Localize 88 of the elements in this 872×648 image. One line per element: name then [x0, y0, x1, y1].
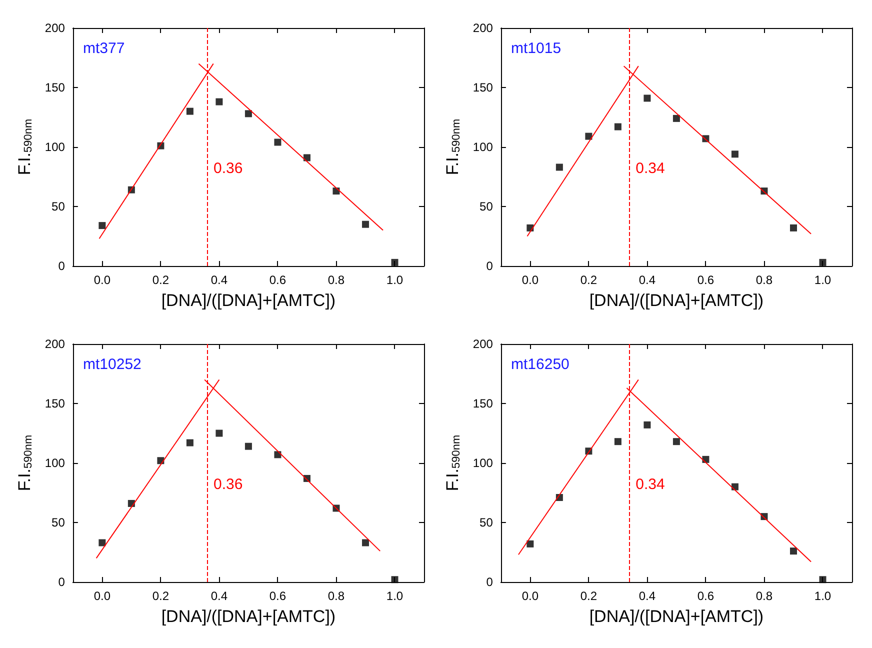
x-tick-label: 0.2 [580, 589, 598, 603]
point [391, 258, 398, 266]
point [216, 98, 223, 106]
point [614, 438, 622, 446]
y-tick-label: 50 [480, 200, 494, 214]
point [244, 442, 252, 450]
text: mt10252 [83, 356, 142, 373]
x-tick-label: 1.0 [386, 589, 404, 603]
x-tick-label: 0.4 [210, 273, 228, 287]
x-axis-title: [DNA]/([DNA]+[AMTC]) [589, 607, 764, 626]
y-tick-label: 0 [58, 575, 66, 589]
x-tick-label: 1.0 [386, 273, 404, 287]
point [790, 224, 797, 232]
y-tick-label: 200 [472, 21, 494, 35]
x-tick-label: 0.8 [328, 589, 345, 603]
point [790, 548, 797, 555]
x-tick-label: 0.4 [638, 589, 656, 603]
y-axis-title: F.I.590nm [15, 118, 34, 176]
point [819, 258, 826, 266]
point [585, 132, 592, 140]
x-tick-label: 0.4 [210, 589, 228, 603]
x-tick-label: 0.2 [152, 273, 170, 287]
y-tick-label: 150 [472, 396, 494, 410]
y-tick-label: 100 [44, 140, 66, 154]
y-tick-label: 150 [472, 80, 494, 94]
x-tick-label: 0.4 [638, 273, 656, 287]
text: mt377 [83, 40, 125, 57]
ref-line-label: 0.36 [214, 160, 243, 177]
y-tick-label: 100 [44, 456, 66, 470]
point [644, 94, 651, 102]
y-tick-label: 200 [44, 337, 66, 351]
y-tick-label: 0 [486, 259, 494, 273]
point [556, 164, 563, 171]
point [186, 108, 194, 115]
y-tick-label: 100 [472, 456, 494, 470]
x-tick-label: 0.8 [756, 273, 773, 287]
text: mt16250 [511, 356, 570, 373]
point [644, 421, 651, 428]
x-tick-label: 1.0 [814, 589, 832, 603]
x-tick-label: 0.0 [522, 589, 539, 603]
x-tick-label: 0.0 [522, 273, 539, 287]
ref-line-label: 0.34 [636, 476, 665, 493]
point [216, 430, 223, 437]
x-axis-title: [DNA]/([DNA]+[AMTC]) [161, 291, 336, 310]
y-tick-label: 50 [52, 516, 66, 530]
x-tick-label: 0.2 [152, 589, 170, 603]
x-axis-title: [DNA]/([DNA]+[AMTC]) [161, 607, 336, 626]
point [186, 439, 194, 446]
point [672, 114, 680, 122]
point [303, 154, 310, 162]
x-tick-label: 0.6 [269, 589, 286, 603]
point [526, 540, 534, 548]
point [98, 222, 106, 230]
y-tick-label: 200 [44, 21, 66, 35]
y-tick-label: 0 [486, 575, 494, 589]
y-axis-title: F.I.590nm [443, 434, 462, 492]
x-tick-label: 0.8 [328, 273, 345, 287]
point [362, 539, 369, 546]
point [274, 138, 282, 146]
y-axis-title: F.I.590nm [443, 118, 462, 176]
y-tick-label: 50 [480, 516, 494, 530]
y-tick-label: 100 [472, 140, 494, 154]
point [391, 576, 398, 584]
point [98, 539, 106, 546]
x-tick-label: 0.8 [756, 589, 773, 603]
point [819, 576, 826, 584]
ref-line-label: 0.34 [636, 160, 665, 177]
point [244, 110, 252, 118]
x-axis-title: [DNA]/([DNA]+[AMTC]) [589, 291, 764, 310]
x-tick-label: 0.0 [94, 589, 111, 603]
y-tick-label: 150 [44, 80, 66, 94]
text: mt1015 [511, 40, 562, 57]
y-axis-title: F.I.590nm [15, 434, 34, 492]
ref-line-label: 0.36 [214, 476, 243, 493]
x-tick-label: 0.6 [269, 273, 286, 287]
point [731, 150, 738, 158]
y-tick-label: 50 [52, 200, 66, 214]
point [672, 438, 680, 446]
y-tick-label: 200 [472, 337, 494, 351]
y-tick-label: 150 [44, 396, 66, 410]
point [614, 123, 622, 130]
x-tick-label: 1.0 [814, 273, 832, 287]
x-tick-label: 0.6 [697, 273, 714, 287]
y-tick-label: 0 [58, 259, 66, 273]
x-tick-label: 0.2 [580, 273, 598, 287]
point [362, 220, 369, 228]
x-tick-label: 0.0 [94, 273, 111, 287]
x-tick-label: 0.6 [697, 589, 714, 603]
